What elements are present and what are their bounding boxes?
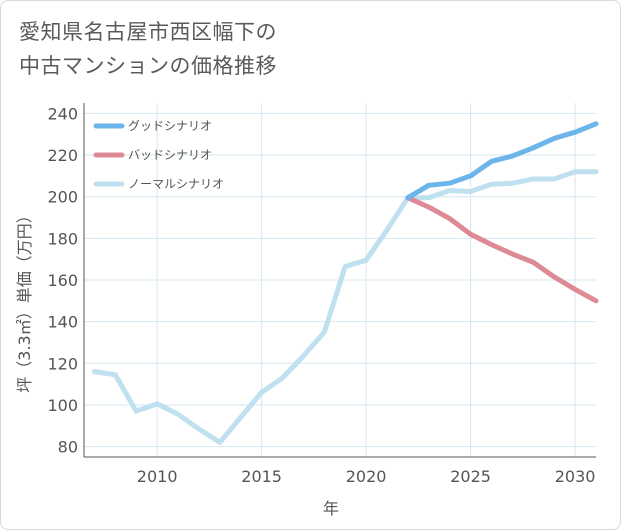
chart-title-line-1: 愛知県名古屋市西区幅下の (19, 20, 277, 44)
y-tick-label: 160 (47, 271, 78, 290)
x-tick-label: 2010 (137, 467, 178, 486)
series-line-normal (91, 169, 599, 445)
x-tick-label: 2020 (346, 467, 387, 486)
series-line-good (405, 121, 599, 201)
y-axis-title: 坪（3.3㎡）単価（万円） (15, 207, 34, 392)
y-tick-label: 220 (47, 146, 78, 165)
y-tick-label: 180 (47, 229, 78, 248)
grid-layer (84, 103, 596, 457)
y-tick-label: 120 (47, 354, 78, 373)
series-layer (91, 121, 599, 445)
y-tick-label: 100 (47, 396, 78, 415)
x-tick-label: 2025 (450, 467, 491, 486)
series-line-bad (405, 195, 599, 304)
x-tick-label: 2015 (241, 467, 282, 486)
y-tick-label: 80 (58, 438, 78, 457)
y-tick-label: 140 (47, 313, 78, 332)
chart-title: 愛知県名古屋市西区幅下の 中古マンションの価格推移 (19, 15, 579, 83)
axis-layer: 2010 2015 2020 2025 2030 80 100 120 140 160 180 200… (47, 103, 596, 486)
y-tick-label: 200 (47, 188, 78, 207)
y-tick-label: 240 (47, 104, 78, 123)
legend-label-good: グッドシナリオ (128, 119, 212, 133)
chart-title-line-2: 中古マンションの価格推移 (19, 54, 277, 78)
legend-label-normal: ノーマルシナリオ (128, 177, 224, 191)
x-axis-title: 年 (323, 499, 339, 518)
x-tick-label: 2030 (555, 467, 596, 486)
legend-label-bad: バッドシナリオ (128, 148, 212, 162)
